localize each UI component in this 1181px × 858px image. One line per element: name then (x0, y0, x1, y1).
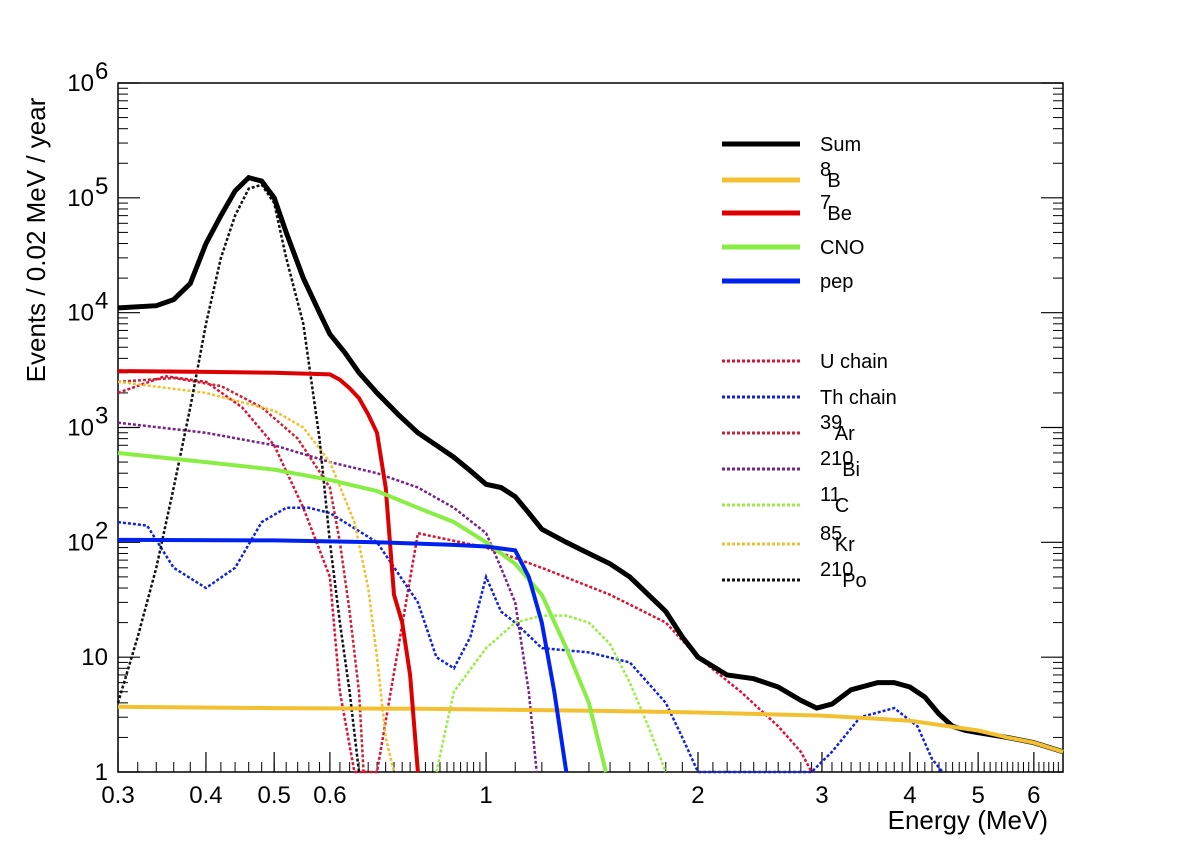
legend-label-superscript: 7 (820, 192, 831, 214)
legend-label-pep: pep (820, 271, 853, 293)
series-sum (117, 174, 1064, 755)
legend-label-superscript: 11 (820, 484, 841, 506)
series-85-kr (117, 380, 396, 773)
series-pep (117, 537, 569, 773)
legend-label-u-chain: U chain (820, 351, 888, 373)
x-tick-label: 6 (1027, 782, 1040, 809)
legend-label-85-kr: Kr (835, 534, 855, 556)
legend-label-7-be: Be (827, 203, 851, 225)
legend-label-210-po: Po (842, 570, 866, 592)
y-tick-label: 10 (67, 70, 94, 97)
minor-ticks (117, 87, 1064, 772)
y-tick-label: 10 (81, 644, 108, 671)
x-tick-label: 0.6 (313, 782, 346, 809)
legend-label-39-ar: Ar (835, 423, 855, 445)
x-tick-label: 4 (903, 782, 916, 809)
x-tick-label: 0.5 (257, 782, 290, 809)
y-tick-label: 1 (95, 759, 108, 786)
series-cno (117, 451, 608, 773)
legend-label-th-chain: Th chain (820, 387, 897, 409)
legend-label-superscript: 39 (820, 412, 842, 434)
legend-label-superscript: 8 (820, 159, 831, 181)
x-tick-labels: 0.3 0.4 0.5 0.6 1 2 3 4 5 6 (101, 782, 1040, 809)
x-tick-label: 2 (691, 782, 704, 809)
series-210-po (116, 183, 361, 773)
legend-label-11-c: C (835, 495, 849, 517)
series-39-ar (117, 376, 365, 773)
y-tick-exponent: 2 (95, 517, 108, 544)
legend-label-210-bi: Bi (842, 459, 860, 481)
y-tick-exponent: 3 (95, 403, 108, 430)
x-tick-label: 0.3 (101, 782, 134, 809)
series-th-chain (117, 506, 944, 774)
y-tick-label: 10 (67, 185, 94, 212)
x-tick-label: 1 (479, 782, 492, 809)
y-tick-exponent: 4 (95, 288, 108, 315)
series-u-chain (117, 374, 813, 774)
legend-label-superscript: 210 (820, 448, 853, 470)
x-axis-title: Energy (MeV) (888, 805, 1048, 835)
series-210-bi (117, 421, 538, 773)
y-tick-label: 10 (67, 300, 94, 327)
y-tick-label: 10 (67, 415, 94, 442)
y-tick-exponent: 5 (95, 173, 108, 200)
legend-label-superscript: 210 (820, 559, 853, 581)
y-tick-label: 10 (67, 529, 94, 556)
x-tick-label: 0.4 (189, 782, 222, 809)
series-8-b (117, 704, 1064, 754)
x-tick-label: 5 (971, 782, 984, 809)
x-tick-label: 3 (815, 782, 828, 809)
y-tick-exponent: 6 (95, 58, 108, 85)
legend-label-8-b: B (827, 170, 840, 192)
legend-label-sum: Sum (820, 134, 861, 156)
y-axis-title: Events / 0.02 MeV / year (21, 97, 51, 382)
series-7-be (117, 369, 420, 773)
legend-label-cno: CNO (820, 237, 864, 259)
legend-label-superscript: 85 (820, 523, 842, 545)
series-11-c (435, 614, 667, 773)
series-layer (116, 174, 1064, 774)
